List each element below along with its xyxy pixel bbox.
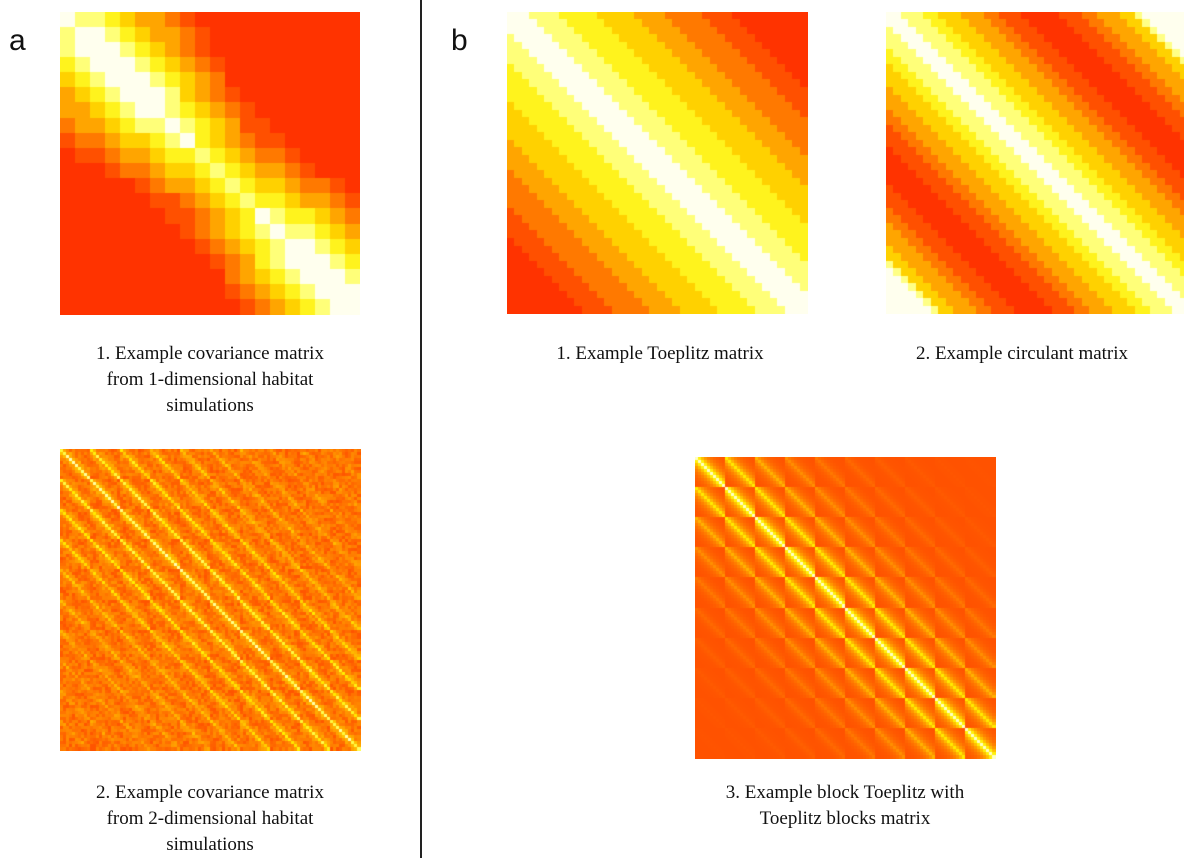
panel-b-label: b xyxy=(451,24,468,57)
caption-b3: 3. Example block Toeplitz with Toeplitz … xyxy=(725,782,965,829)
covariance-matrix-2d-heatmap xyxy=(60,449,361,751)
caption-a1: 1. Example covariance matrix from 1-dime… xyxy=(96,343,324,416)
panel-divider xyxy=(420,0,422,858)
circulant-matrix-heatmap xyxy=(886,12,1184,314)
caption-b1: 1. Example Toeplitz matrix xyxy=(556,343,764,364)
toeplitz-matrix-heatmap xyxy=(507,12,808,314)
caption-b2: 2. Example circulant matrix xyxy=(915,343,1129,364)
caption-a2: 2. Example covariance matrix from 2-dime… xyxy=(96,782,324,855)
panel-a-label: a xyxy=(9,24,26,57)
block-toeplitz-matrix-heatmap xyxy=(695,457,996,759)
covariance-matrix-1d-heatmap xyxy=(60,12,360,315)
